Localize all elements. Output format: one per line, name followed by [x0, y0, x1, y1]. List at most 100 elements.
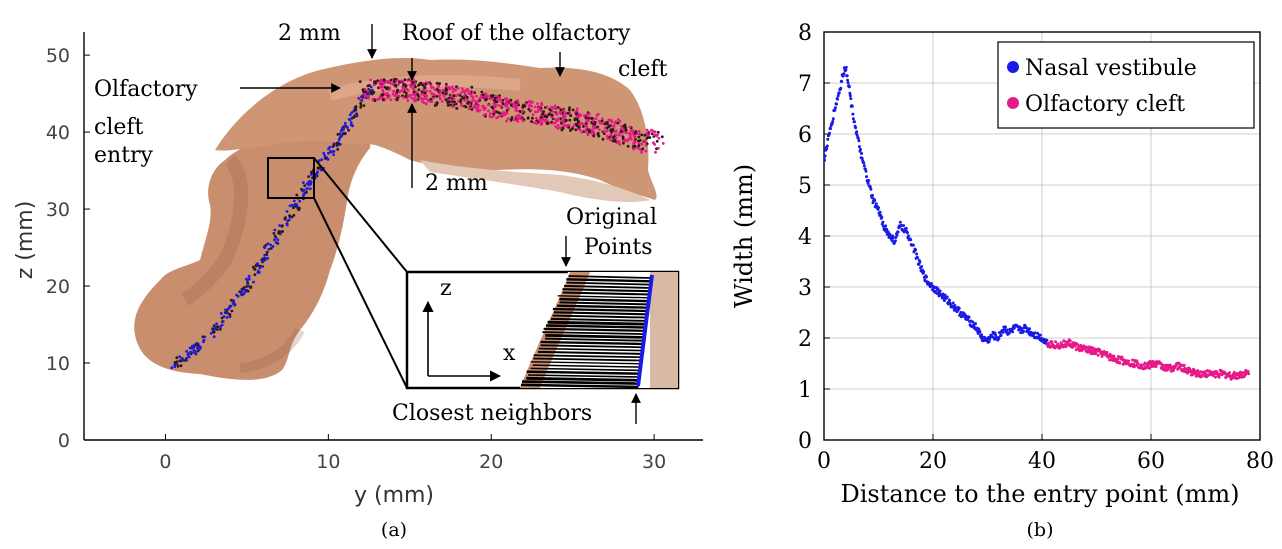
cleft-point: [512, 102, 516, 106]
cleft-point: [505, 119, 508, 123]
cleft-point: [488, 97, 492, 101]
cleft-point: [529, 108, 533, 112]
inset-tissue-right: [650, 272, 678, 388]
annot-original-line2: Points: [584, 235, 653, 260]
cleft-point: [582, 125, 585, 128]
cleft-point: [654, 150, 657, 154]
nasal-point: [246, 289, 250, 293]
nasal-vestibule-point: [918, 260, 922, 264]
nasal-point: [252, 265, 255, 269]
cleft-point: [456, 86, 460, 90]
nasal-point: [287, 218, 291, 222]
cleft-point: [614, 133, 618, 137]
nasal-point: [285, 223, 289, 227]
cleft-point: [637, 132, 641, 136]
cleft-point: [473, 103, 477, 107]
nasal-point: [188, 346, 192, 350]
nasal-point: [302, 194, 305, 198]
cleft-point: [591, 119, 595, 123]
nasal-point: [256, 262, 259, 266]
nasal-point: [353, 108, 357, 112]
nasal-point: [212, 328, 216, 331]
cleft-point: [441, 88, 445, 92]
cleft-point: [470, 108, 474, 111]
cleft-point: [459, 102, 463, 106]
cleft-point: [569, 129, 572, 132]
cleft-point: [509, 103, 513, 107]
nasal-point: [198, 347, 202, 351]
olfactory-cleft-point: [1228, 371, 1231, 375]
cleft-point: [610, 120, 614, 124]
nasal-point: [180, 357, 184, 360]
legend-b: Nasal vestibule Olfactory cleft: [997, 41, 1255, 129]
nasal-vestibule-point: [857, 139, 861, 143]
cleft-point: [521, 105, 525, 109]
olfactory-cleft-point: [1143, 361, 1147, 365]
nasal-vestibule-point: [860, 156, 864, 160]
cleft-point: [531, 116, 534, 120]
cleft-point: [496, 97, 500, 101]
olfactory-cleft-point: [1118, 361, 1122, 365]
nasal-vestibule-point: [825, 147, 829, 151]
cleft-point: [496, 115, 500, 119]
cleft-point: [585, 120, 588, 124]
cleft-point: [374, 81, 378, 85]
nasal-point: [305, 190, 308, 194]
cleft-point: [584, 130, 588, 133]
zoom-connector-bottom: [313, 197, 408, 389]
nasal-point: [362, 104, 366, 107]
cleft-point: [544, 120, 547, 123]
nasal-point: [193, 344, 196, 347]
nasal-vestibule-point: [922, 270, 926, 274]
inset-point-line: [540, 344, 644, 349]
nasal-vestibule-point: [896, 230, 900, 234]
annot-closest: Closest neighbors: [392, 401, 592, 426]
nasal-vestibule-point: [1033, 331, 1037, 335]
nasal-point: [369, 85, 373, 89]
cleft-point: [627, 137, 630, 141]
tick-b-x-label: 60: [1137, 449, 1165, 474]
cleft-point: [631, 132, 634, 135]
nasal-vestibule-point: [849, 97, 853, 101]
cleft-point: [428, 90, 432, 93]
nasal-vestibule-point: [853, 120, 856, 124]
annot-roof-line1: Roof of the olfactory: [402, 21, 631, 46]
tick-a-y-label: 40: [46, 122, 70, 144]
nasal-vestibule-point: [994, 333, 998, 337]
cleft-point: [421, 83, 425, 87]
nasal-point: [245, 277, 248, 281]
inset-point-line: [521, 380, 639, 385]
inset-point-line: [562, 288, 650, 293]
nasal-point: [185, 349, 189, 353]
nasal-point: [252, 280, 255, 284]
cleft-point: [581, 122, 585, 126]
nasal-point: [310, 173, 313, 176]
cleft-point: [609, 133, 613, 137]
tick-b-y-label: 4: [798, 225, 812, 250]
cleft-point: [493, 104, 496, 108]
cleft-point: [593, 123, 597, 126]
nasal-point: [266, 242, 270, 246]
cleft-point: [402, 86, 405, 89]
cleft-point: [586, 132, 589, 136]
tick-b-x-label: 40: [1028, 449, 1056, 474]
cleft-point: [559, 126, 562, 129]
inset-point-line: [547, 320, 647, 326]
olfactory-cleft-point: [1217, 375, 1221, 379]
cleft-point: [520, 118, 524, 121]
olfactory-cleft-point: [1088, 348, 1092, 351]
cleft-point: [449, 103, 452, 107]
tick-a-x-label: 30: [642, 451, 666, 473]
cleft-point: [468, 103, 471, 107]
cleft-point: [656, 133, 659, 137]
nasal-vestibule-point: [842, 72, 846, 76]
nasal-vestibule-point: [886, 230, 890, 234]
cleft-point: [359, 97, 363, 101]
nasal-point: [352, 115, 356, 119]
nasal-vestibule-point: [898, 220, 902, 224]
cleft-point: [598, 128, 601, 132]
nasal-point: [305, 187, 309, 191]
nasal-point: [230, 309, 234, 313]
nasal-vestibule-point: [856, 136, 860, 140]
axis-a-xlabel: y (mm): [354, 483, 434, 508]
